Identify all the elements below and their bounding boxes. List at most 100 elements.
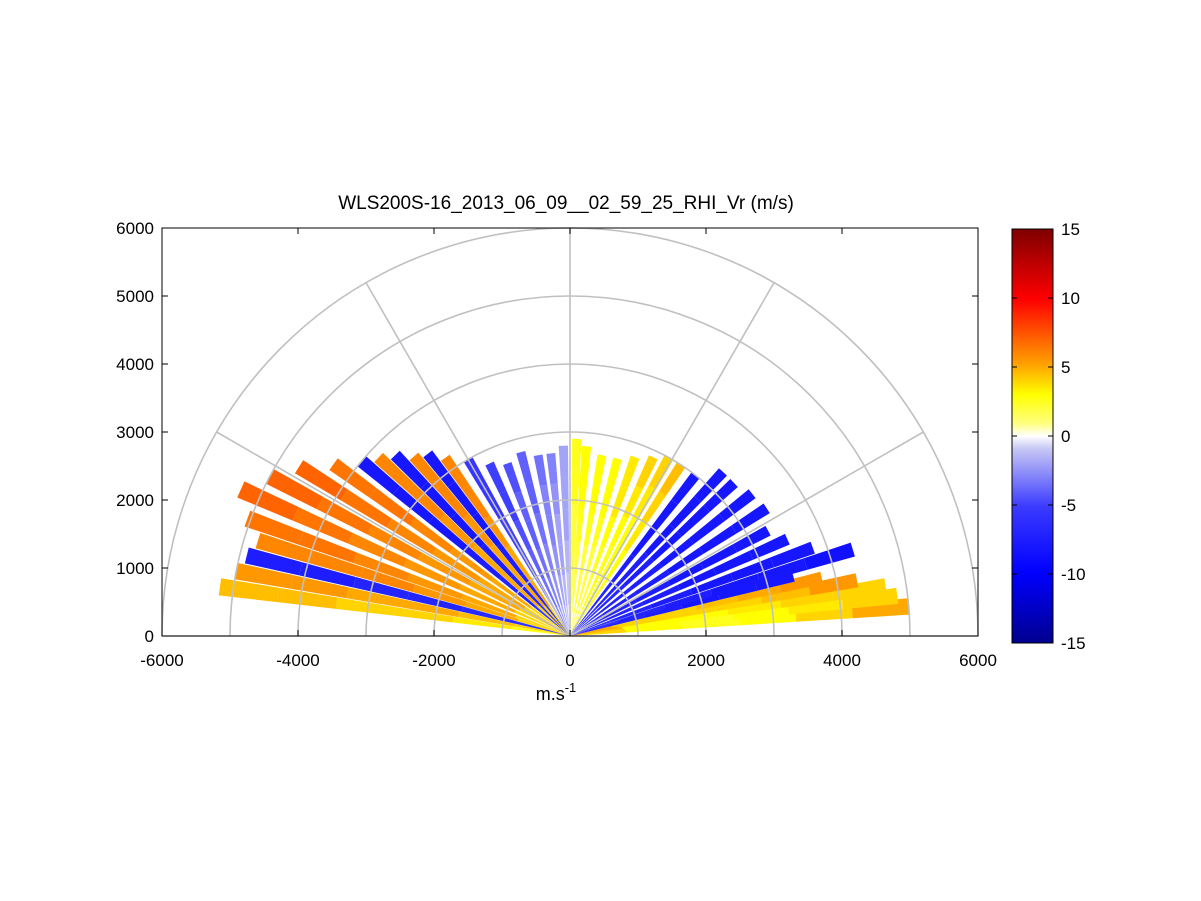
- beam-gate: [700, 544, 738, 570]
- beam-gate: [299, 562, 356, 588]
- beam-gate: [406, 483, 446, 521]
- beam-gate: [605, 549, 628, 580]
- beam-gate: [620, 455, 640, 489]
- beam-gate: [579, 445, 592, 479]
- beam-gate: [610, 604, 652, 623]
- beam-gate: [778, 571, 824, 593]
- beam-gate: [537, 605, 570, 636]
- beam-gate: [749, 533, 790, 560]
- beam-gate: [650, 588, 693, 609]
- beam-gate: [360, 567, 416, 593]
- beam-gate: [515, 621, 570, 636]
- beam-gate: [420, 481, 457, 519]
- beam-gate: [807, 573, 859, 596]
- beam-layer: [218, 438, 910, 636]
- beam-gate: [648, 455, 674, 490]
- beam-gate: [436, 483, 469, 519]
- beam-gate: [480, 543, 514, 578]
- beam-gate: [570, 604, 574, 636]
- beam-gate: [557, 575, 566, 607]
- beam-gate: [417, 552, 472, 586]
- beam-gate: [591, 517, 605, 548]
- beam-gate: [277, 587, 338, 609]
- beam-gate: [440, 454, 470, 491]
- beam-gate: [570, 608, 592, 636]
- beam-gate: [409, 517, 454, 553]
- beam-gate: [580, 575, 594, 607]
- colorbar-tick-label: 15: [1061, 220, 1080, 239]
- colorbar-tick-label: -10: [1061, 565, 1086, 584]
- beam-gate: [540, 605, 570, 636]
- beam-gate: [432, 548, 482, 582]
- beam-gate: [450, 512, 485, 548]
- beam-gate: [463, 546, 502, 580]
- beam-gate: [514, 610, 570, 636]
- beam-gate: [570, 605, 577, 636]
- beam-gate: [703, 478, 738, 512]
- x-axis-label-base: m.s: [536, 684, 565, 704]
- colorbar: -15 -10 -5 0 5 10 15: [1011, 220, 1086, 653]
- beam-gate: [570, 611, 601, 636]
- beam-gate: [439, 513, 477, 550]
- beam-gate: [496, 543, 525, 577]
- beam-gate: [575, 509, 585, 542]
- beam-gate: [570, 620, 618, 636]
- beam-gate: [588, 484, 601, 517]
- y-tick-label: 0: [145, 627, 154, 646]
- beam-gate: [732, 525, 771, 553]
- beam-gate: [428, 516, 468, 552]
- beam-gate: [570, 605, 582, 636]
- beam-gate: [504, 574, 539, 608]
- beam-gate: [554, 513, 563, 545]
- plot-area: -6000 -4000 -2000 0 2000 4000 6000 0 1000 2000 30…: [116, 219, 997, 670]
- beam-gate: [609, 515, 629, 548]
- beam-gate: [510, 574, 542, 607]
- beam-gate: [571, 438, 582, 472]
- beam-gate: [590, 581, 614, 610]
- beam-gate: [635, 455, 658, 489]
- beam-gate: [458, 611, 515, 627]
- beam-gate: [290, 575, 349, 599]
- beam-gate: [541, 577, 558, 608]
- beam-gate: [592, 454, 607, 487]
- beam-gate: [831, 578, 887, 601]
- beam-gate: [459, 584, 516, 613]
- beam-gate: [462, 484, 490, 520]
- beam-gate: [600, 515, 617, 548]
- beam-gate: [526, 575, 550, 607]
- chart-title: WLS200S-16_2013_06_09__02_59_25_RHI_Vr (…: [338, 193, 794, 214]
- beam-gate: [543, 543, 556, 576]
- beam-gate: [298, 531, 357, 563]
- beam-gate: [566, 605, 570, 636]
- beam-gate: [617, 515, 639, 549]
- beam-gate: [534, 606, 570, 636]
- y-tick-label: 2000: [116, 491, 154, 510]
- beam-gate: [570, 618, 607, 636]
- beam-gate: [669, 496, 701, 530]
- beam-gate: [583, 514, 595, 547]
- beam-gate: [570, 606, 579, 636]
- x-axis-label: m.s-1: [536, 680, 577, 704]
- beam-gate: [577, 576, 588, 607]
- beam-gate: [550, 483, 561, 515]
- beam-gate: [353, 552, 411, 582]
- beam-gate: [472, 544, 508, 579]
- beam-gate: [394, 607, 454, 623]
- beam-gate: [513, 519, 532, 551]
- colorbar-ticks: -15 -10 -5 0 5 10 15: [1012, 220, 1086, 653]
- beam-gate: [710, 573, 760, 597]
- beam-gate: [574, 575, 583, 607]
- beam-gate: [367, 524, 422, 560]
- beam-gate: [587, 578, 609, 608]
- y-tick-label: 4000: [116, 355, 154, 374]
- beam-gate: [558, 445, 569, 478]
- colorbar-tick-label: 5: [1061, 358, 1070, 377]
- azimuth-spoke: [569, 431, 924, 637]
- beam-gate: [390, 450, 429, 489]
- beam-gate: [560, 477, 569, 510]
- beam-gate: [468, 580, 521, 611]
- x-tick-label: -4000: [276, 651, 319, 670]
- beam-gate: [619, 552, 649, 583]
- beam-gate: [623, 520, 647, 552]
- beam-gate: [447, 481, 479, 517]
